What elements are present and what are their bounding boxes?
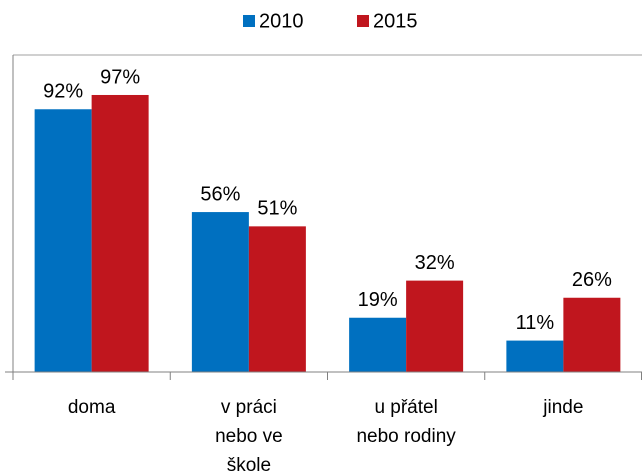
- bar: [191, 212, 249, 372]
- x-tick-label-line: nebo rodiny: [356, 426, 456, 447]
- x-tick-label-line: v práci: [221, 397, 277, 418]
- value-label: 97%: [100, 66, 140, 88]
- bar: [406, 280, 464, 372]
- legend-label: 2010: [259, 10, 304, 32]
- value-label: 32%: [415, 252, 455, 274]
- value-label: 26%: [572, 269, 612, 291]
- bar: [34, 109, 92, 372]
- x-tick-label-line: doma: [68, 397, 116, 418]
- x-tick-label: jinde: [542, 397, 583, 418]
- legend-swatch: [357, 15, 369, 27]
- bar: [91, 94, 149, 372]
- bar: [563, 297, 621, 372]
- x-tick-label-line: nebo ve: [215, 426, 283, 447]
- bar: [248, 226, 306, 372]
- value-label: 11%: [516, 312, 555, 334]
- x-tick-label-line: škole: [227, 455, 271, 474]
- value-label: 51%: [257, 198, 297, 220]
- value-label: 56%: [200, 183, 240, 205]
- value-label: 92%: [43, 81, 83, 103]
- x-tick-label: doma: [68, 397, 116, 418]
- x-tick-label: v práci nebo ve škole: [215, 397, 283, 474]
- x-tick-label: u přátel nebo rodiny: [356, 397, 456, 447]
- bar: [506, 340, 564, 372]
- legend-label: 2015: [373, 10, 418, 32]
- bar: [349, 317, 407, 372]
- x-tick-label-line: u přátel: [374, 397, 437, 418]
- value-label: 19%: [358, 289, 398, 311]
- legend-swatch: [243, 15, 255, 27]
- x-tick-label-line: jinde: [542, 397, 583, 418]
